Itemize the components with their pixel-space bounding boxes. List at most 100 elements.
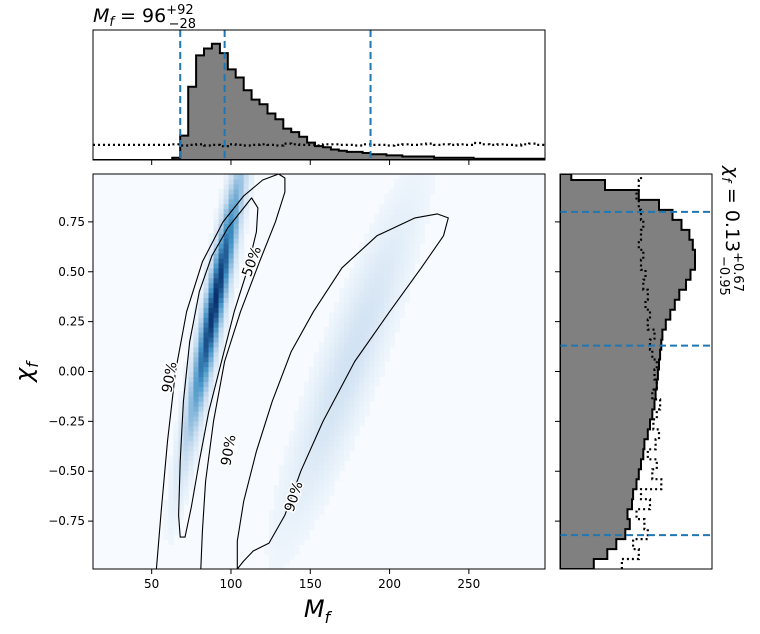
heatmap-cell: [374, 336, 380, 343]
heatmap-cell: [394, 307, 400, 313]
heatmap-cell: [349, 327, 355, 333]
heatmap-cell: [308, 440, 315, 447]
heatmap-cell: [303, 534, 310, 540]
heatmap-cell: [238, 203, 245, 210]
heatmap-cell: [308, 371, 315, 378]
heatmap-cell: [293, 411, 300, 417]
heatmap-cell: [288, 504, 295, 511]
heatmap-cell: [404, 297, 410, 303]
heatmap-cell: [364, 391, 370, 397]
heatmap-cell: [273, 490, 280, 496]
heatmap-cell: [183, 494, 190, 501]
y-tick-label: −0.25: [48, 414, 85, 428]
heatmap-cell: [288, 455, 295, 461]
heatmap-cell: [384, 341, 390, 348]
heatmap-cell: [389, 317, 395, 323]
heatmap-cell: [319, 376, 325, 382]
heatmap-cell: [303, 381, 310, 387]
heatmap-cell: [359, 317, 365, 323]
heatmap-cell: [414, 183, 421, 190]
heatmap-cell: [278, 509, 285, 516]
heatmap-cell: [329, 371, 335, 378]
heatmap-cell: [359, 257, 365, 264]
heatmap-cell: [183, 499, 190, 506]
heatmap-cell: [359, 376, 365, 382]
heatmap-cell: [329, 475, 335, 481]
heatmap-cell: [243, 203, 250, 210]
heatmap-cell: [228, 297, 235, 303]
heatmap-cell: [303, 480, 310, 486]
heatmap-cell: [364, 371, 370, 378]
heatmap-cell: [208, 361, 215, 368]
heatmap-cell: [424, 188, 431, 195]
heatmap-cell: [198, 435, 205, 442]
heatmap-cell: [394, 262, 400, 269]
heatmap-cell: [208, 401, 215, 407]
heatmap-cell: [334, 386, 340, 392]
heatmap-cell: [308, 445, 315, 452]
heatmap-cell: [198, 302, 205, 308]
heatmap-cell: [228, 292, 235, 299]
heatmap-cell: [364, 346, 370, 353]
heatmap-cell: [404, 188, 410, 195]
heatmap-cell: [213, 341, 220, 348]
heatmap-cell: [203, 287, 210, 294]
heatmap-cell: [168, 514, 174, 521]
heatmap-cell: [188, 341, 195, 348]
heatmap-cell: [173, 470, 179, 476]
heatmap-cell: [298, 499, 305, 506]
heatmap-cell: [188, 430, 195, 437]
heatmap-cell: [208, 312, 215, 318]
heatmap-cell: [193, 391, 200, 397]
heatmap-cell: [198, 307, 205, 313]
heatmap-cell: [409, 262, 416, 269]
heatmap-cell: [168, 529, 174, 536]
heatmap-cell: [359, 371, 365, 378]
heatmap-cell: [369, 292, 375, 299]
heatmap-cell: [369, 253, 375, 259]
heatmap-cell: [188, 346, 195, 353]
heatmap-cell: [183, 415, 190, 422]
heatmap-cell: [313, 485, 320, 491]
heatmap-cell: [349, 267, 355, 274]
heatmap-cell: [399, 248, 405, 254]
heatmap-cell: [208, 351, 215, 358]
heatmap-cell: [324, 401, 330, 407]
heatmap-cell: [349, 332, 355, 338]
heatmap-cell: [243, 183, 250, 190]
heatmap-cell: [173, 430, 179, 437]
heatmap-cell: [203, 415, 210, 422]
heatmap-cell: [213, 248, 220, 254]
heatmap-cell: [344, 371, 350, 378]
heatmap-cell: [364, 411, 370, 417]
heatmap-cell: [319, 366, 325, 373]
heatmap-cell: [243, 223, 250, 229]
heatmap-cell: [198, 341, 205, 348]
heatmap-cell: [203, 272, 210, 279]
heatmap-cell: [163, 529, 169, 536]
heatmap-cell: [293, 529, 300, 536]
heatmap-cell: [374, 361, 380, 368]
heatmap-cell: [334, 302, 340, 308]
heatmap-cell: [218, 287, 225, 294]
heatmap-cell: [218, 193, 225, 200]
heatmap-cell: [354, 371, 360, 378]
heatmap-cell: [293, 494, 300, 501]
heatmap-cell: [364, 277, 370, 284]
heatmap-cell: [293, 490, 300, 496]
heatmap-cell: [359, 272, 365, 279]
heatmap-cell: [344, 401, 350, 407]
heatmap-cell: [339, 381, 345, 387]
heatmap-cell: [163, 504, 169, 511]
heatmap-cell: [389, 208, 395, 215]
heatmap-cell: [369, 351, 375, 358]
heatmap-cell: [319, 440, 325, 447]
heatmap-cell: [339, 465, 345, 471]
heatmap-cell: [369, 287, 375, 294]
heatmap-cell: [298, 401, 305, 407]
heatmap-cell: [384, 351, 390, 358]
heatmap-cell: [298, 406, 305, 412]
heatmap-cell: [278, 475, 285, 481]
heatmap-cell: [399, 218, 405, 224]
heatmap-cell: [168, 524, 174, 531]
